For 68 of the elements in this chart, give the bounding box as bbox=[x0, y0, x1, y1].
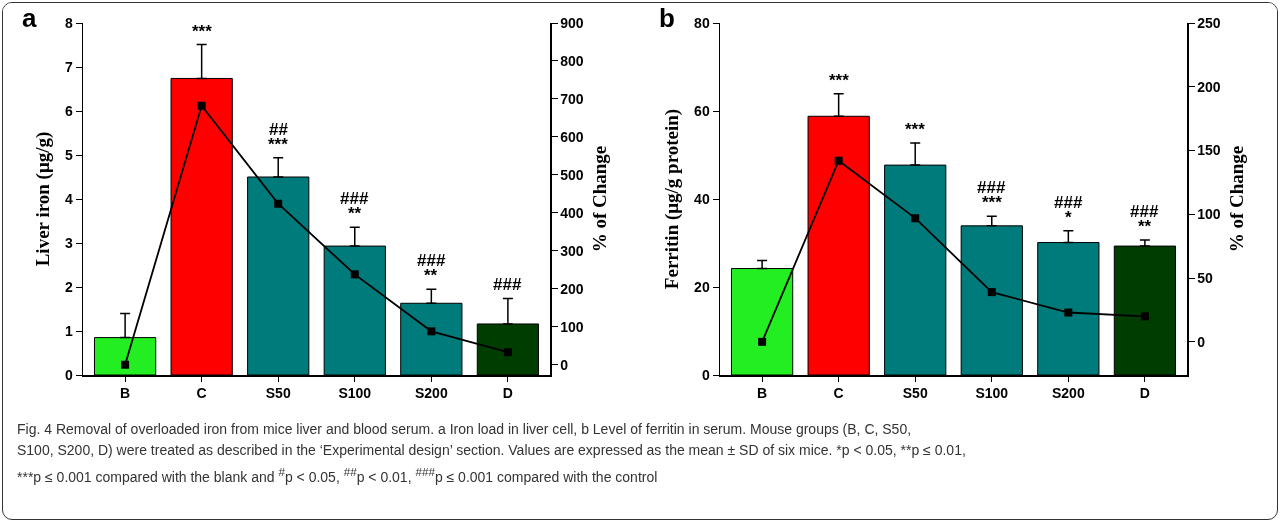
y2-tick-label: 200 bbox=[1197, 78, 1221, 95]
y2-tick-label: 50 bbox=[1197, 269, 1214, 286]
point bbox=[350, 270, 359, 279]
point bbox=[911, 214, 920, 223]
x-tick-label: C bbox=[196, 385, 207, 402]
y2-tick-label: 800 bbox=[560, 52, 584, 69]
chart-title: b bbox=[659, 3, 675, 34]
y2-axis-title: % of Change bbox=[589, 145, 611, 253]
text: ***p ≤ 0.001 compared with the blank and $^{#}$p < 0.05, $^{##}$p < 0.01, $^{###}$p ≤ 0.001 compared with the control bbox=[17, 465, 658, 485]
point bbox=[121, 360, 130, 369]
point bbox=[987, 288, 996, 297]
y-tick-label: 5 bbox=[64, 146, 73, 163]
x-tick-label: S50 bbox=[265, 385, 291, 402]
y-tick-label: 20 bbox=[694, 278, 710, 295]
x-tick-label: S200 bbox=[1051, 385, 1085, 402]
y-axis-title: Ferritin (μg/g protein) bbox=[661, 108, 684, 290]
y2-tick-label: 0 bbox=[1197, 333, 1206, 350]
y-tick-label: 40 bbox=[694, 190, 710, 207]
x-tick-label: S200 bbox=[414, 385, 448, 402]
y2-tick-label: 900 bbox=[560, 14, 584, 31]
y-tick-label: 8 bbox=[64, 14, 73, 31]
y-tick-label: 1 bbox=[64, 322, 73, 339]
annotation: ### bbox=[493, 275, 522, 294]
x-tick-label: S100 bbox=[975, 385, 1009, 402]
y-tick-label: 6 bbox=[64, 102, 73, 119]
point bbox=[1140, 312, 1149, 321]
y-tick-label: 7 bbox=[64, 58, 73, 75]
x-tick-label: C bbox=[833, 385, 844, 402]
point bbox=[274, 199, 283, 208]
text: **p ≤ 0.01, bbox=[900, 442, 966, 458]
y2-tick-label: 200 bbox=[560, 280, 584, 297]
point bbox=[1064, 308, 1073, 317]
point bbox=[758, 337, 767, 346]
y-tick-label: 60 bbox=[694, 102, 710, 119]
y2-axis-title: % of Change bbox=[1226, 145, 1248, 253]
y2-tick-label: 150 bbox=[1197, 142, 1221, 159]
x-tick-label: B bbox=[120, 385, 131, 402]
y2-tick-label: 0 bbox=[560, 356, 569, 373]
y2-tick-label: 100 bbox=[1197, 206, 1221, 223]
y-tick-label: 80 bbox=[694, 14, 710, 31]
x-tick-label: B bbox=[757, 385, 768, 402]
caption: Fig. 4 Removal of overloaded iron from mice liver and blood serum. a Iron load in liver cell, b Level of ferritin in serum. Mouse groups (B, C, S50, bbox=[17, 421, 912, 437]
y2-tick-label: 400 bbox=[560, 204, 584, 221]
text: S100, S200, D) were treated as described in the ‘Experimental design’ section. Values are expressed as the mean ± SD of six mice. *p < 0.05, bbox=[17, 442, 897, 458]
x-tick-label: S50 bbox=[902, 385, 928, 402]
x-tick-label: S100 bbox=[338, 385, 372, 402]
annotation: *** bbox=[829, 71, 850, 90]
point bbox=[503, 348, 512, 357]
y-tick-label: 4 bbox=[64, 190, 73, 207]
y2-tick-label: 700 bbox=[560, 90, 584, 107]
chart-title: a bbox=[22, 3, 38, 34]
x-tick-label: D bbox=[502, 385, 513, 402]
y-axis-title: Liver iron (μg/g) bbox=[32, 131, 54, 267]
annotation: *** bbox=[905, 120, 926, 139]
y2-tick-label: 300 bbox=[560, 242, 584, 259]
point bbox=[197, 101, 206, 110]
point bbox=[427, 327, 436, 336]
y2-tick-label: 500 bbox=[560, 166, 584, 183]
point bbox=[834, 156, 843, 165]
y2-tick-label: 250 bbox=[1197, 14, 1221, 31]
annotation: *** bbox=[192, 22, 213, 41]
y-tick-label: 0 bbox=[701, 366, 710, 383]
y-tick-label: 0 bbox=[64, 366, 73, 383]
y-tick-label: 3 bbox=[64, 234, 73, 251]
x-tick-label: D bbox=[1139, 385, 1150, 402]
y2-tick-label: 100 bbox=[560, 318, 584, 335]
y-tick-label: 2 bbox=[64, 278, 73, 295]
y2-tick-label: 600 bbox=[560, 128, 584, 145]
